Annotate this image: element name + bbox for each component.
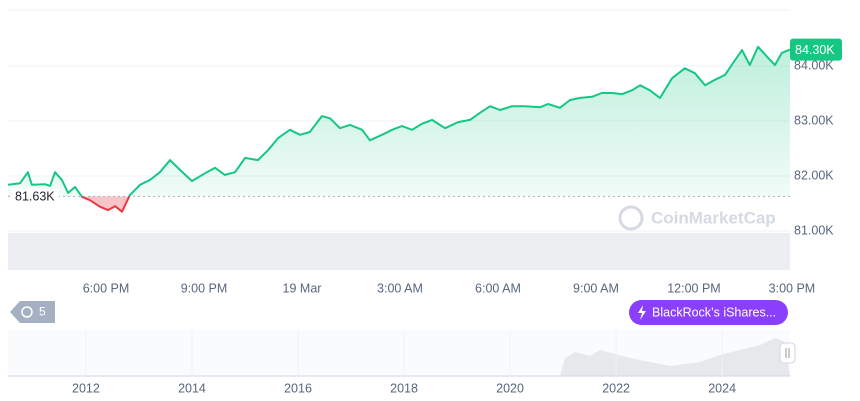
x-tick-label: 9:00 AM <box>573 281 619 295</box>
x-tick-label: 3:00 AM <box>377 281 423 295</box>
x-tick-label: 12:00 PM <box>667 281 721 295</box>
baseline-label: 81.63K <box>15 190 55 204</box>
navigator-tick-label: 2016 <box>284 381 312 395</box>
x-tick-label: 3:00 PM <box>769 281 816 295</box>
history-icon <box>21 306 33 318</box>
x-tick-label: 19 Mar <box>283 281 322 295</box>
navigator-tick-label: 2024 <box>708 381 736 395</box>
news-button[interactable]: BlackRock’s iShares... <box>629 300 788 325</box>
news-icon <box>638 305 646 320</box>
x-tick-label: 9:00 PM <box>181 281 228 295</box>
history-count: 5 <box>39 305 46 319</box>
news-text: BlackRock’s iShares... <box>652 305 776 319</box>
watermark-text: CoinMarketCap <box>651 208 776 227</box>
watermark: CoinMarketCap <box>618 205 776 231</box>
watermark-logo <box>618 205 644 231</box>
x-tick-label: 6:00 PM <box>83 281 130 295</box>
volume-band <box>8 233 790 270</box>
y-tick-label: 83.00K <box>794 113 834 127</box>
y-tick-label: 81.00K <box>794 223 834 237</box>
history-button[interactable]: 5 <box>10 301 55 323</box>
navigator-tick-label: 2012 <box>72 381 100 395</box>
navigator-tick-label: 2022 <box>602 381 630 395</box>
y-tick-label: 84.00K <box>794 58 834 72</box>
navigator-area <box>8 338 790 376</box>
last-price-bg <box>790 38 842 61</box>
news-badge[interactable] <box>629 300 788 325</box>
price-line <box>7 45 791 213</box>
navigator-tick-label: 2014 <box>178 381 206 395</box>
navigator-handle[interactable] <box>779 342 796 364</box>
navigator-tick-label: 2018 <box>390 381 418 395</box>
price-area <box>8 46 790 212</box>
last-price-label: 84.30K <box>795 43 835 57</box>
x-tick-label: 6:00 AM <box>475 281 521 295</box>
baseline-label-bg <box>11 188 59 205</box>
navigator-tick-label: 2020 <box>496 381 524 395</box>
y-tick-label: 82.00K <box>794 168 834 182</box>
